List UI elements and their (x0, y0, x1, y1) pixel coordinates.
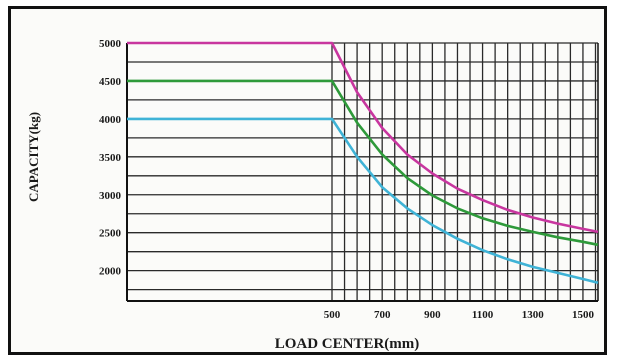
series-line-1 (127, 41, 599, 234)
y-tick-label: 4000 (99, 114, 122, 126)
y-tick-label: 2000 (99, 266, 122, 278)
y-tick-label: 3000 (99, 190, 122, 202)
y-tick-label: 2500 (99, 228, 122, 240)
series-line-2 (127, 79, 599, 247)
x-tick-label: 500 (324, 309, 341, 321)
x-tick-label: 1500 (572, 309, 595, 321)
grid (126, 42, 599, 302)
y-tick-label: 4500 (99, 76, 122, 88)
x-tick-label: 900 (424, 309, 441, 321)
series-line-3 (127, 117, 599, 285)
y-tick-label: 3500 (99, 152, 122, 164)
x-tick-label: 700 (374, 309, 391, 321)
y-tick-label: 5000 (99, 38, 122, 50)
x-tick-label: 1100 (472, 309, 494, 321)
y-axis-title: CAPACITY(kg) (26, 112, 41, 202)
chart-frame: 2000 2500 3000 3500 4000 4500 5000 500 700 900 110… (8, 6, 607, 355)
x-tick-label: 1300 (522, 309, 545, 321)
series-layer (127, 41, 599, 285)
tick-labels: 2000 2500 3000 3500 4000 4500 5000 500 700 900 110… (99, 38, 594, 321)
capacity-chart: 2000 2500 3000 3500 4000 4500 5000 500 700 900 110… (26, 38, 599, 352)
x-axis-title: LOAD CENTER(mm) (275, 336, 420, 352)
